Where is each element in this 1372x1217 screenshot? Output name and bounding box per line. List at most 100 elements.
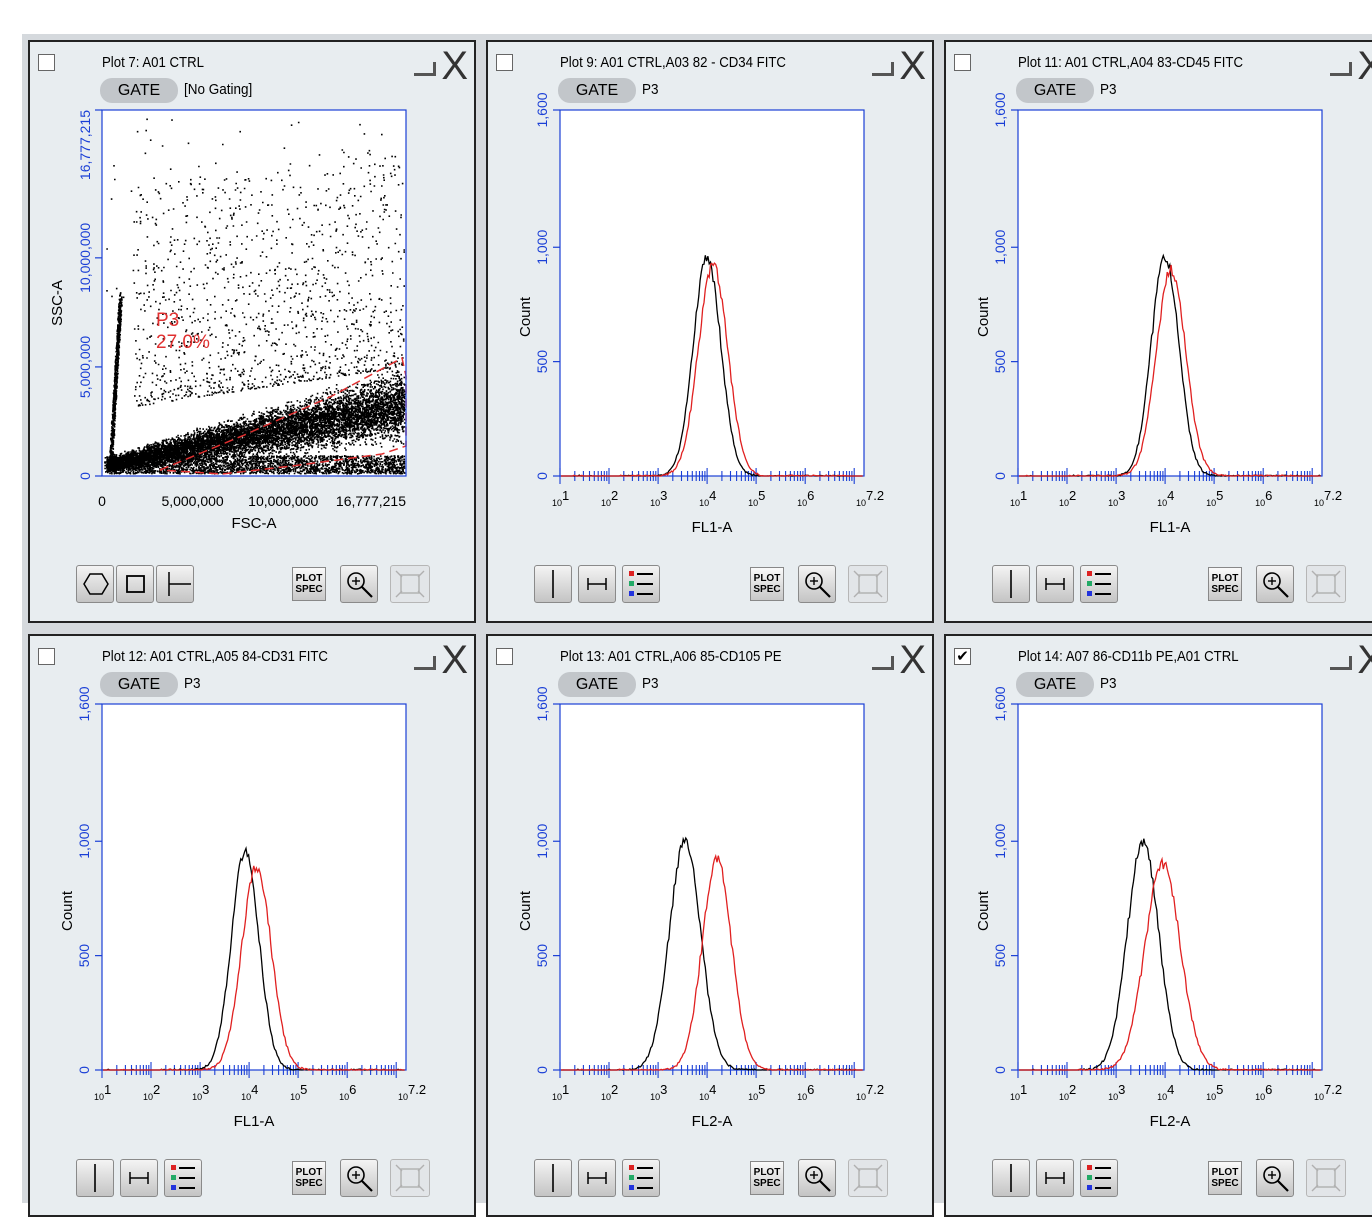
plot-spec-button[interactable]: PLOT SPEC [292,567,326,601]
close-icon[interactable]: X [899,44,926,88]
minimize-icon[interactable] [872,62,894,76]
close-icon[interactable]: X [441,638,468,682]
x-tick-exponent: 7.2 [866,488,884,503]
panel-select-checkbox[interactable] [496,648,513,665]
gate-button[interactable]: GATE [558,672,636,697]
zoom-fit-button[interactable] [390,1159,430,1197]
panel-select-checkbox[interactable]: ✔ [954,648,971,665]
panel-select-checkbox[interactable] [496,54,513,71]
x-tick-base: 10 [241,1092,251,1102]
plot-spec-label-line1: PLOT [753,573,781,584]
zoom-fit-icon [395,1164,425,1192]
x-tick-exponent: 5 [1216,1082,1223,1097]
list-view-tool-button[interactable] [1080,565,1118,603]
zoom-fit-button[interactable] [390,565,430,603]
close-icon[interactable]: X [1357,640,1372,680]
zoom-in-button[interactable] [340,1159,378,1197]
minimize-icon[interactable] [414,62,436,76]
x-tick-base: 10 [797,1092,807,1102]
panel-select-checkbox[interactable] [38,648,55,665]
minimize-icon[interactable] [1330,656,1352,670]
zoom-fit-button[interactable] [1306,1159,1346,1197]
gate-polygon-p3[interactable] [159,356,407,475]
rectangle-gate-tool-button[interactable] [116,565,154,603]
list-view-tool-button[interactable] [622,565,660,603]
zoom-fit-button[interactable] [1306,565,1346,603]
gate-button[interactable]: GATE [100,78,178,103]
minimize-icon[interactable] [414,656,436,670]
polygon-gate-tool-button[interactable] [76,565,114,603]
marker-line-icon [94,1164,96,1192]
plot-spec-button[interactable]: PLOT SPEC [1208,1161,1242,1195]
x-axis-label: FL1-A [692,519,733,536]
histogram-sample-series [1019,856,1321,1071]
marker-line-icon [552,1164,554,1192]
close-icon[interactable]: X [1357,46,1372,86]
gate-button[interactable]: GATE [558,78,636,103]
x-tick-exponent: 5 [1216,488,1223,503]
close-icon[interactable]: X [899,638,926,682]
x-axis-label: FSC-A [232,515,277,532]
panel-select-checkbox[interactable] [954,54,971,71]
quadrant-gate-tool-button[interactable] [156,565,194,603]
interval-gate-tool-button[interactable] [578,565,616,603]
gate-value: P3 [1100,81,1117,98]
interval-gate-tool-button[interactable] [1036,565,1074,603]
list-view-icon [171,1165,195,1190]
zoom-in-button[interactable] [1256,1159,1294,1197]
interval-gate-icon [587,578,607,590]
plot-spec-button[interactable]: PLOT SPEC [750,567,784,601]
marker-line-tool-button[interactable] [534,565,572,603]
histogram-sample-series [561,262,863,477]
gate-value: P3 [642,81,659,98]
zoom-fit-button[interactable] [848,565,888,603]
plot-spec-button[interactable]: PLOT SPEC [750,1161,784,1195]
gate-button[interactable]: GATE [1016,672,1094,697]
y-tick-label: 1,600 [992,686,1008,721]
event-dots [104,118,406,475]
gate-value: P3 [184,675,201,692]
x-tick-exponent: 2 [153,1082,160,1097]
zoom-in-icon [347,572,373,598]
histogram-sample-series [103,865,405,1071]
plot-grid: Plot 7: A01 CTRL GATE [No Gating] X P3 27.0% 0… [22,34,1372,1217]
plot-spec-button[interactable]: PLOT SPEC [292,1161,326,1195]
marker-line-tool-button[interactable] [992,565,1030,603]
plot-title: Plot 14: A07 86-CD11b PE,A01 CTRL [1018,648,1239,665]
y-axis-label: Count [975,296,992,337]
x-tick-exponent: 3 [1118,488,1125,503]
zoom-fit-icon [853,1164,883,1192]
list-view-tool-button[interactable] [164,1159,202,1197]
list-view-tool-button[interactable] [1080,1159,1118,1197]
zoom-fit-button[interactable] [848,1159,888,1197]
x-tick-base: 10 [143,1092,153,1102]
marker-line-tool-button[interactable] [76,1159,114,1197]
zoom-in-button[interactable] [798,1159,836,1197]
x-tick-exponent: 1 [104,1082,111,1097]
marker-line-tool-button[interactable] [992,1159,1030,1197]
x-tick-base: 10 [552,1092,562,1102]
marker-line-tool-button[interactable] [534,1159,572,1197]
rectangle-gate-icon [126,575,145,593]
x-tick-base: 10 [1157,498,1167,508]
panel-select-checkbox[interactable] [38,54,55,71]
minimize-icon[interactable] [1330,62,1352,76]
gate-button[interactable]: GATE [1016,78,1094,103]
interval-gate-tool-button[interactable] [120,1159,158,1197]
interval-gate-tool-button[interactable] [1036,1159,1074,1197]
plot-spec-button[interactable]: PLOT SPEC [1208,567,1242,601]
zoom-in-button[interactable] [798,565,836,603]
plot-spec-label-line2: SPEC [295,584,323,595]
zoom-in-button[interactable] [1256,565,1294,603]
gate-button[interactable]: GATE [100,672,178,697]
zoom-in-icon [347,1166,373,1192]
list-view-tool-button[interactable] [622,1159,660,1197]
interval-gate-tool-button[interactable] [578,1159,616,1197]
zoom-in-button[interactable] [340,565,378,603]
minimize-icon[interactable] [872,656,894,670]
x-tick-base: 10 [601,498,611,508]
close-icon[interactable]: X [441,44,468,88]
y-tick-label: 1,600 [534,686,550,721]
y-tick-label: 0 [534,472,550,480]
